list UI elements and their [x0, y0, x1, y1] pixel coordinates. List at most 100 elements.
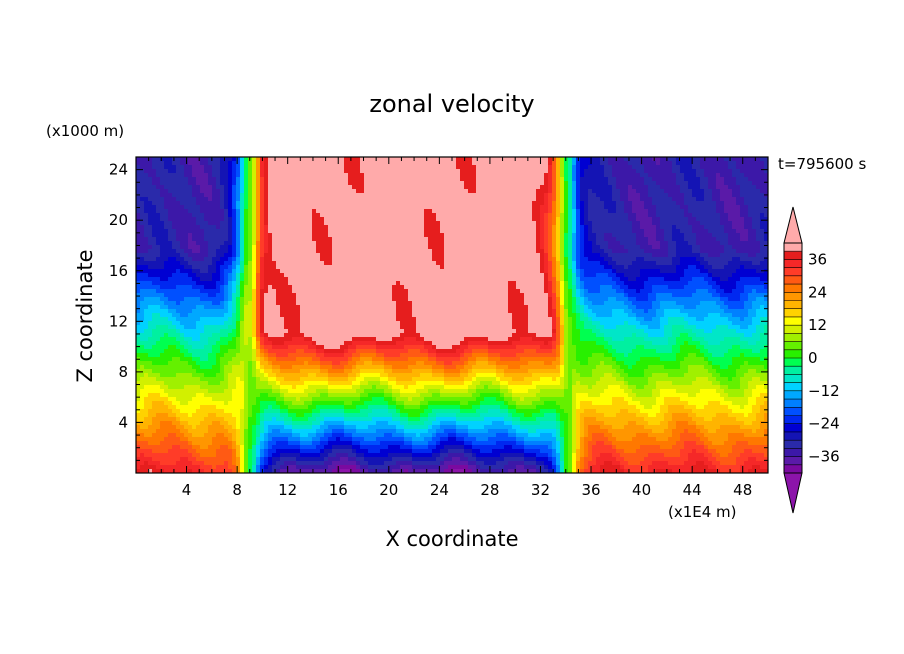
contour-cell [616, 249, 621, 254]
contour-cell [712, 237, 717, 242]
contour-cell [392, 157, 397, 162]
contour-cell [248, 253, 253, 258]
contour-cell [332, 245, 337, 250]
contour-cell [140, 273, 145, 278]
contour-cell [628, 161, 633, 166]
contour-cell [236, 281, 241, 286]
contour-cell [620, 217, 625, 222]
contour-cell [196, 277, 201, 282]
contour-cell [744, 169, 749, 174]
contour-cell [676, 201, 681, 206]
contour-cell [140, 253, 145, 258]
contour-cell [676, 181, 681, 186]
contour-cell [184, 193, 189, 198]
contour-cell [684, 185, 689, 190]
contour-cell [324, 221, 329, 226]
contour-cell [504, 257, 509, 262]
contour-cell [584, 197, 589, 202]
contour-cell [156, 197, 161, 202]
contour-cell [732, 249, 737, 254]
contour-cell [688, 273, 693, 278]
contour-cell [256, 189, 261, 194]
contour-cell [256, 205, 261, 210]
contour-cell [236, 217, 241, 222]
contour-cell [712, 185, 717, 190]
contour-cell [620, 277, 625, 282]
contour-cell [628, 169, 633, 174]
contour-cell [208, 161, 213, 166]
contour-cell [288, 213, 293, 218]
contour-cell [236, 181, 241, 186]
contour-cell [748, 241, 753, 246]
contour-cell [476, 277, 481, 282]
contour-cell [428, 253, 433, 258]
contour-cell [292, 225, 297, 230]
contour-cell [348, 209, 353, 214]
contour-cell [392, 165, 397, 170]
contour-cell [692, 169, 697, 174]
contour-cell [436, 161, 441, 166]
contour-cell [732, 157, 737, 162]
contour-cell [528, 181, 533, 186]
contour-cell [580, 169, 585, 174]
contour-cell [472, 273, 477, 278]
contour-cell [512, 249, 517, 254]
contour-cell [516, 161, 521, 166]
contour-cell [408, 277, 413, 282]
contour-cell [264, 193, 269, 198]
contour-cell [700, 193, 705, 198]
contour-cell [656, 209, 661, 214]
contour-cell [756, 185, 761, 190]
contour-cell [308, 245, 313, 250]
contour-cell [732, 213, 737, 218]
contour-cell [724, 233, 729, 238]
contour-cell [488, 265, 493, 270]
contour-cell [504, 269, 509, 274]
contour-cell [588, 221, 593, 226]
contour-cell [236, 197, 241, 202]
contour-cell [596, 237, 601, 242]
contour-cell [712, 173, 717, 178]
contour-cell [440, 201, 445, 206]
contour-cell [144, 229, 149, 234]
contour-cell [204, 205, 209, 210]
contour-cell [568, 233, 573, 238]
contour-cell [252, 273, 257, 278]
contour-cell [320, 281, 325, 286]
contour-cell [288, 217, 293, 222]
contour-cell [420, 257, 425, 262]
contour-cell [280, 273, 285, 278]
contour-cell [228, 265, 233, 270]
contour-cell [224, 185, 229, 190]
contour-cell [484, 225, 489, 230]
contour-cell [444, 241, 449, 246]
contour-cell [420, 169, 425, 174]
contour-cell [668, 201, 673, 206]
contour-cell [684, 157, 689, 162]
contour-cell [728, 277, 733, 282]
contour-cell [660, 205, 665, 210]
contour-cell [380, 197, 385, 202]
contour-cell [640, 257, 645, 262]
contour-cell [492, 173, 497, 178]
contour-cell [428, 277, 433, 282]
contour-cell [316, 277, 321, 282]
contour-cell [728, 189, 733, 194]
contour-cell [592, 257, 597, 262]
contour-cell [568, 161, 573, 166]
contour-cell [564, 217, 569, 222]
contour-cell [556, 181, 561, 186]
contour-cell [484, 197, 489, 202]
contour-cell [456, 213, 461, 218]
contour-cell [748, 193, 753, 198]
contour-cell [388, 209, 393, 214]
contour-cell [472, 261, 477, 266]
contour-cell [536, 193, 541, 198]
contour-cell [216, 225, 221, 230]
contour-cell [564, 193, 569, 198]
contour-cell [136, 225, 141, 230]
contour-cell [460, 205, 465, 210]
contour-cell [668, 157, 673, 162]
contour-cell [736, 185, 741, 190]
contour-cell [212, 213, 217, 218]
